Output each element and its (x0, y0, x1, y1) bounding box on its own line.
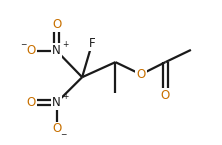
Text: O: O (136, 68, 146, 81)
Text: −: − (60, 130, 66, 139)
Text: −: − (20, 40, 26, 49)
Text: O: O (52, 18, 61, 31)
Text: +: + (62, 91, 69, 100)
Text: O: O (161, 89, 170, 102)
Text: +: + (62, 40, 69, 49)
Text: O: O (26, 44, 36, 57)
Text: F: F (89, 37, 95, 50)
Text: O: O (52, 123, 61, 135)
Text: N: N (52, 44, 61, 57)
Text: N: N (52, 96, 61, 109)
Text: O: O (26, 96, 36, 109)
